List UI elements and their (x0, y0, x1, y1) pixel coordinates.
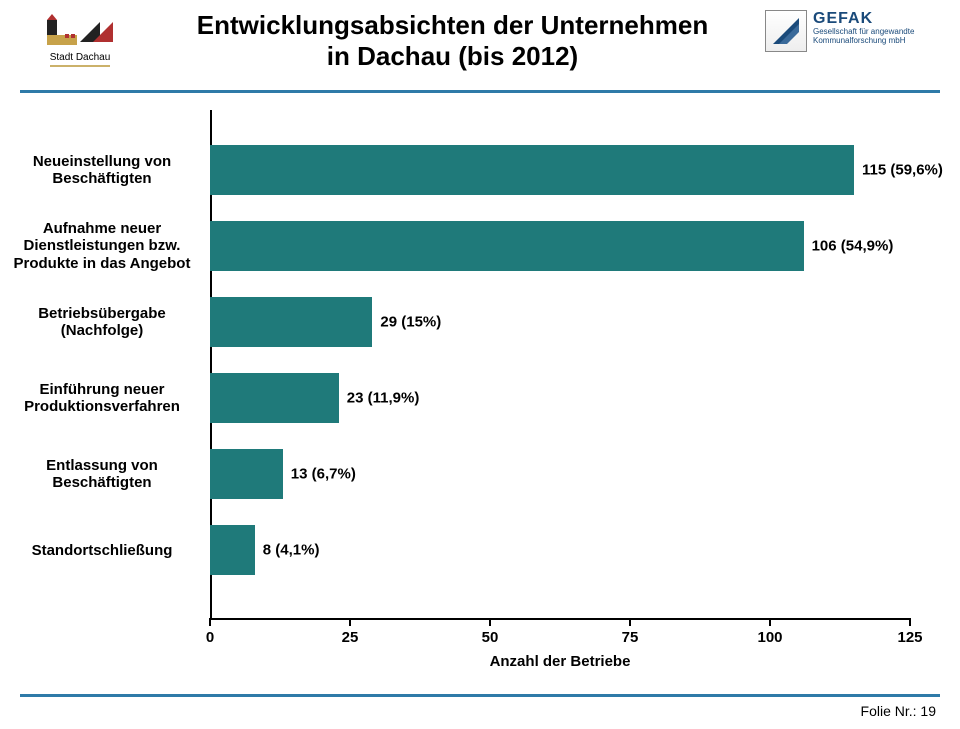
bar (210, 449, 283, 499)
x-tick-label: 125 (897, 629, 922, 646)
x-tick (769, 618, 771, 626)
bar-value-label: 13 (6,7%) (283, 466, 356, 483)
x-tick-label: 0 (206, 629, 214, 646)
category-label: Betriebsübergabe (Nachfolge) (2, 305, 202, 340)
x-tick-label: 100 (757, 629, 782, 646)
slide-number: Folie Nr.: 19 (861, 703, 936, 719)
x-tick (909, 618, 911, 626)
bar-value-label: 8 (4,1%) (255, 542, 320, 559)
page-title: Entwicklungsabsichten der Unternehmen in… (140, 10, 765, 72)
bar-value-label: 23 (11,9%) (339, 390, 420, 407)
category-label: Neueinstellung von Beschäftigten (2, 153, 202, 188)
bar (210, 145, 854, 195)
category-label: Standortschließung (2, 542, 202, 559)
logo-gefak: GEFAK Gesellschaft für angewandte Kommun… (765, 10, 940, 52)
bar (210, 297, 372, 347)
x-tick (209, 618, 211, 626)
bar (210, 525, 255, 575)
bar (210, 373, 339, 423)
logo-left-caption: Stadt Dachau (50, 52, 111, 67)
gefak-tag-2: Kommunalforschung mbH (813, 37, 914, 46)
x-tick-label: 75 (622, 629, 639, 646)
category-label: Einführung neuer Produktionsverfahren (2, 381, 202, 416)
plot-area: 0255075100125 115 (59,6%)106 (54,9%)29 (… (210, 120, 910, 620)
city-logo-icon (45, 10, 115, 50)
category-label: Entlassung von Beschäftigten (2, 457, 202, 492)
chart: Neueinstellung von Beschäftigten Aufnahme… (0, 110, 960, 670)
gefak-brand: GEFAK (813, 10, 914, 28)
title-line-1: Entwicklungsabsichten der Unternehmen (197, 10, 708, 40)
x-tick (349, 618, 351, 626)
category-label: Aufnahme neuer Dienstleistungen bzw. Pro… (2, 220, 202, 272)
gefak-mark-icon (765, 10, 807, 52)
header-divider (20, 90, 940, 93)
bar (210, 221, 804, 271)
logo-stadt-dachau: Stadt Dachau (20, 10, 140, 67)
x-tick (489, 618, 491, 626)
bar-value-label: 106 (54,9%) (804, 238, 894, 255)
x-tick-label: 50 (482, 629, 499, 646)
bar-value-label: 115 (59,6%) (854, 162, 943, 179)
bar-value-label: 29 (15%) (372, 314, 441, 331)
x-tick-label: 25 (342, 629, 359, 646)
header: Stadt Dachau Entwicklungsabsichten der U… (0, 0, 960, 95)
x-tick (629, 618, 631, 626)
footer-divider (20, 694, 940, 697)
title-line-2: in Dachau (bis 2012) (327, 41, 578, 71)
x-axis (210, 618, 910, 620)
x-axis-title: Anzahl der Betriebe (490, 653, 631, 670)
